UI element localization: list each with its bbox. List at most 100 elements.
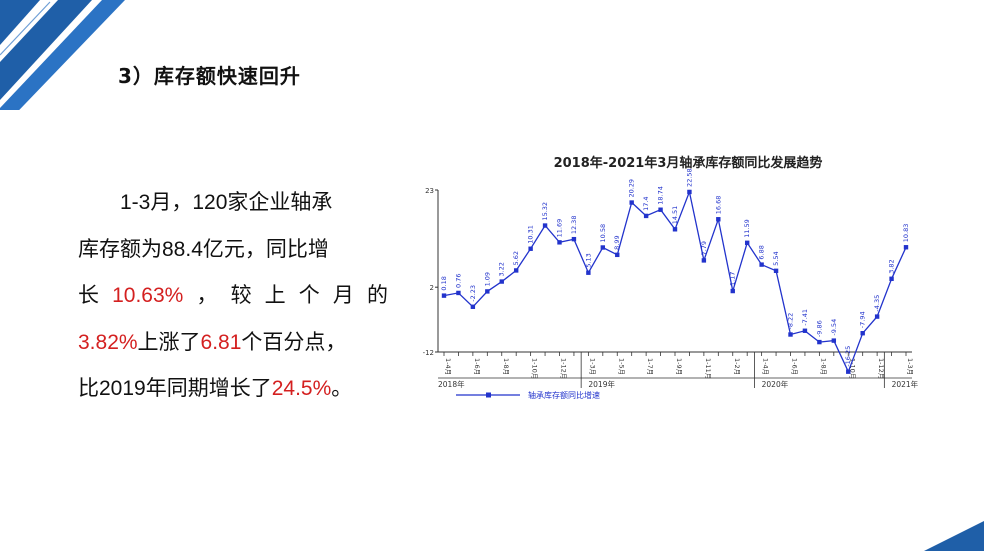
data-label: 3.82 [888,259,896,273]
data-point [788,332,793,337]
data-point [643,213,649,219]
x-tick-label: 1-10月 [531,358,539,379]
data-point [701,258,707,263]
data-label: 15.32 [541,202,549,221]
data-label: -16.25 [844,346,852,367]
data-label: 17.4 [642,196,650,210]
data-label: 11.59 [743,219,751,238]
data-label: 14.51 [671,206,679,225]
data-label: -4.35 [873,295,881,312]
data-label: 20.29 [628,179,636,198]
data-label: 1.17 [729,272,737,286]
data-label: 8.99 [613,235,621,249]
data-point [860,331,865,336]
data-label: 22.58 [685,168,693,187]
x-tick-label: 1-10月 [848,358,856,379]
x-tick-label: 1-8月 [819,358,827,375]
x-tick-label: 1-6月 [473,358,481,375]
data-point [557,240,562,245]
data-label: 1.09 [483,272,491,286]
data-label: 5.13 [584,253,592,267]
x-tick-label: 1-3月 [588,358,596,375]
data-label: 6.88 [758,245,766,259]
data-point [773,268,779,274]
data-point [542,223,548,228]
data-label: 5.62 [512,251,520,265]
data-label: 7.79 [700,241,708,255]
corner-triangle-decoration [924,521,984,551]
data-point [759,262,764,267]
data-point [499,279,504,284]
data-label: -7.94 [859,311,867,328]
summary-line-4: 3.82%上涨了6.81个百分点， [78,330,347,354]
x-tick-label: 1-9月 [675,358,683,375]
data-point [672,227,678,232]
data-point [600,245,606,250]
data-point [513,268,519,273]
point-change-value: 6.81 [200,330,242,354]
data-label: -7.41 [801,309,809,326]
x-tick-label: 1-4月 [444,358,452,375]
data-label: 0.18 [440,276,448,290]
y-tick-label: 2 [430,284,434,292]
chart-title: 2018年-2021年3月轴承库存额同比发展趋势 [553,156,823,171]
data-label: 5.54 [772,251,780,265]
x-tick-label: 1-12月 [877,358,885,379]
x-tick-label: 1-3月 [906,358,914,375]
data-point [889,276,894,281]
legend-label: 轴承库存额同比增速 [528,390,600,400]
growth-rate-value: 10.63% [112,284,184,307]
data-point [846,369,851,374]
corner-stripes-decoration [0,0,125,110]
data-label: 10.83 [902,224,910,243]
x-tick-label: 1-6月 [791,358,799,375]
data-point [874,314,880,319]
data-point [730,288,735,294]
year-label: 2020年 [762,379,789,389]
data-point [802,328,808,333]
data-point [831,338,837,343]
data-point [744,240,750,246]
data-point [615,252,620,258]
x-tick-label: 1-2月 [733,358,741,375]
year-label: 2021年 [892,379,919,389]
data-point [470,304,476,309]
data-point [586,270,591,275]
data-label: 18.74 [657,186,665,205]
data-point [571,236,577,242]
data-label: 3.22 [498,262,506,276]
data-label: -9.86 [815,320,823,337]
year-label: 2019年 [588,379,615,389]
data-point [658,207,663,212]
data-point [817,339,822,345]
data-point [903,245,909,250]
x-tick-label: 1-7月 [646,358,654,375]
data-label: -9.54 [830,319,838,336]
summary-line-2: 库存额为88.4亿元，同比增 [78,237,329,261]
data-label: 16.68 [714,196,722,215]
data-label: 0.76 [454,273,462,287]
y-tick-label: -12 [423,349,434,357]
summary-line-1: 1-3月，120家企业轴承 [120,191,333,214]
y-tick-label: 23 [425,187,434,195]
x-tick-label: 1-4月 [762,358,770,375]
x-tick-label: 1-5月 [617,358,625,375]
data-point [456,290,461,296]
data-label: 10.31 [527,225,535,244]
data-point [528,246,533,251]
data-label: -2.23 [469,285,477,302]
x-tick-label: 1-11月 [704,358,712,379]
year-label: 2018年 [438,379,465,389]
legend-marker [486,392,491,398]
yoy-growth-value: 24.5% [271,377,332,400]
summary-paragraph: 1-3月，120家企业轴承 库存额为88.4亿元，同比增 长 10.63%，较上个… [78,180,388,413]
summary-line-3: 长 10.63%，较上个月的 [78,273,388,320]
previous-rate-value: 3.82% [78,330,138,354]
data-point [687,189,692,195]
slide-heading: 3）库存额快速回升 [118,64,301,88]
data-label: 12.38 [570,216,578,235]
summary-line-5: 比2019年同期增长了24.5%。 [78,377,353,400]
data-point [485,289,490,294]
data-point [441,293,447,298]
